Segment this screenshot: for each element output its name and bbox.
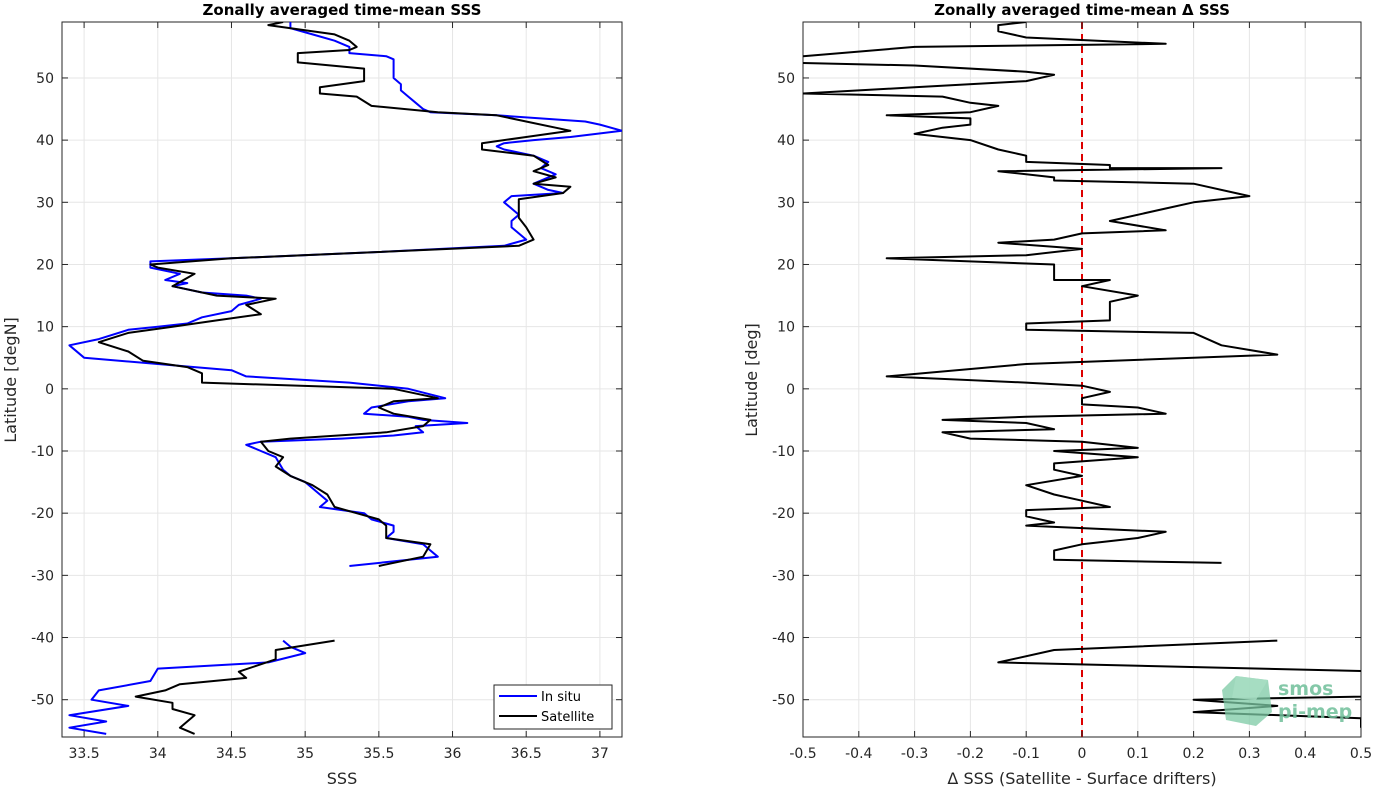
y-tick-label: -40: [772, 631, 795, 647]
x-tick-label: 37: [591, 746, 609, 762]
y-tick-label: -20: [772, 506, 795, 522]
legend: In situ Satellite: [493, 684, 613, 730]
left-plot-frame: [61, 21, 623, 738]
y-tick-label: 0: [786, 382, 795, 398]
y-tick-label: -10: [31, 444, 54, 460]
x-tick-label: -0.5: [789, 746, 816, 762]
x-tick-label: 0.5: [1350, 746, 1372, 762]
left-x-ticks: 33.5 34 34.5 35 35.5 36 36.5 37: [69, 22, 609, 762]
x-tick-label: 0: [1078, 746, 1087, 762]
left-x-axis-label: SSS: [327, 769, 357, 788]
x-tick-label: -0.4: [845, 746, 872, 762]
right-y-axis-label: Latitude [deg]: [742, 323, 761, 437]
x-tick-label: -0.2: [957, 746, 984, 762]
y-tick-label: 10: [36, 320, 54, 336]
x-tick-label: 35: [296, 746, 314, 762]
y-tick-label: -40: [31, 631, 54, 647]
y-tick-label: 30: [777, 195, 795, 211]
x-tick-label: 0.4: [1294, 746, 1316, 762]
right-y-ticks: -50 -40 -30 -20 -10 0 10 20 30 40 50: [772, 71, 1361, 709]
series-line-satellite: [134, 639, 335, 735]
y-tick-label: -50: [31, 693, 54, 709]
left-y-axis-label: Latitude [degN]: [1, 317, 20, 443]
right-x-axis-label: Δ SSS (Satellite - Surface drifters): [947, 769, 1216, 788]
y-tick-label: 20: [777, 257, 795, 273]
right-series: [803, 22, 1361, 728]
y-tick-label: 40: [36, 133, 54, 149]
logo-text-pimep: pi-mep: [1278, 701, 1352, 723]
left-y-ticks: -50 -40 -30 -20 -10 0 10 20 30 40 50: [31, 71, 622, 709]
x-tick-label: -0.1: [1013, 746, 1040, 762]
x-tick-label: 34: [149, 746, 167, 762]
y-tick-label: 10: [777, 320, 795, 336]
left-series: [68, 22, 622, 735]
logo-text-smos: smos: [1278, 678, 1333, 700]
series-line-in-situ: [68, 639, 307, 735]
legend-label-satellite: Satellite: [541, 710, 594, 725]
logo-emblem-shade: [1232, 676, 1268, 700]
legend-label-insitu: In situ: [541, 690, 581, 705]
y-tick-label: 50: [36, 71, 54, 87]
x-tick-label: -0.3: [901, 746, 928, 762]
y-tick-label: -10: [772, 444, 795, 460]
legend-box: [493, 684, 613, 730]
series-line-delta-sss: [803, 22, 1279, 564]
y-tick-label: -20: [31, 506, 54, 522]
y-tick-label: 30: [36, 195, 54, 211]
x-tick-label: 35.5: [363, 746, 394, 762]
y-tick-label: 0: [45, 382, 54, 398]
smos-pimep-logo: smos pi-mep: [1222, 676, 1352, 726]
left-chart-title: Zonally averaged time-mean SSS: [203, 1, 482, 19]
x-tick-label: 36: [444, 746, 462, 762]
y-tick-label: 50: [777, 71, 795, 87]
right-gridlines: [802, 22, 1362, 737]
right-panel: Zonally averaged time-mean Δ SSS -0.5 -0.…: [742, 1, 1372, 788]
y-tick-label: -30: [772, 568, 795, 584]
right-chart-title: Zonally averaged time-mean Δ SSS: [934, 1, 1230, 19]
x-tick-label: 34.5: [216, 746, 247, 762]
x-tick-label: 0.3: [1238, 746, 1260, 762]
x-tick-label: 0.1: [1127, 746, 1149, 762]
x-tick-label: 36.5: [511, 746, 542, 762]
right-x-ticks: -0.5 -0.4 -0.3 -0.2 -0.1 0 0.1 0.2 0.3 0.4 0.5: [789, 22, 1372, 762]
series-line-in-situ: [68, 22, 622, 567]
y-tick-label: 40: [777, 133, 795, 149]
x-tick-label: 0.2: [1182, 746, 1204, 762]
y-tick-label: 20: [36, 257, 54, 273]
left-gridlines: [62, 22, 622, 737]
series-line-satellite: [97, 22, 572, 567]
x-tick-label: 33.5: [69, 746, 100, 762]
y-tick-label: -50: [772, 693, 795, 709]
left-panel: Zonally averaged time-mean SSS 33.5 34 34.…: [1, 1, 623, 788]
y-tick-label: -30: [31, 568, 54, 584]
